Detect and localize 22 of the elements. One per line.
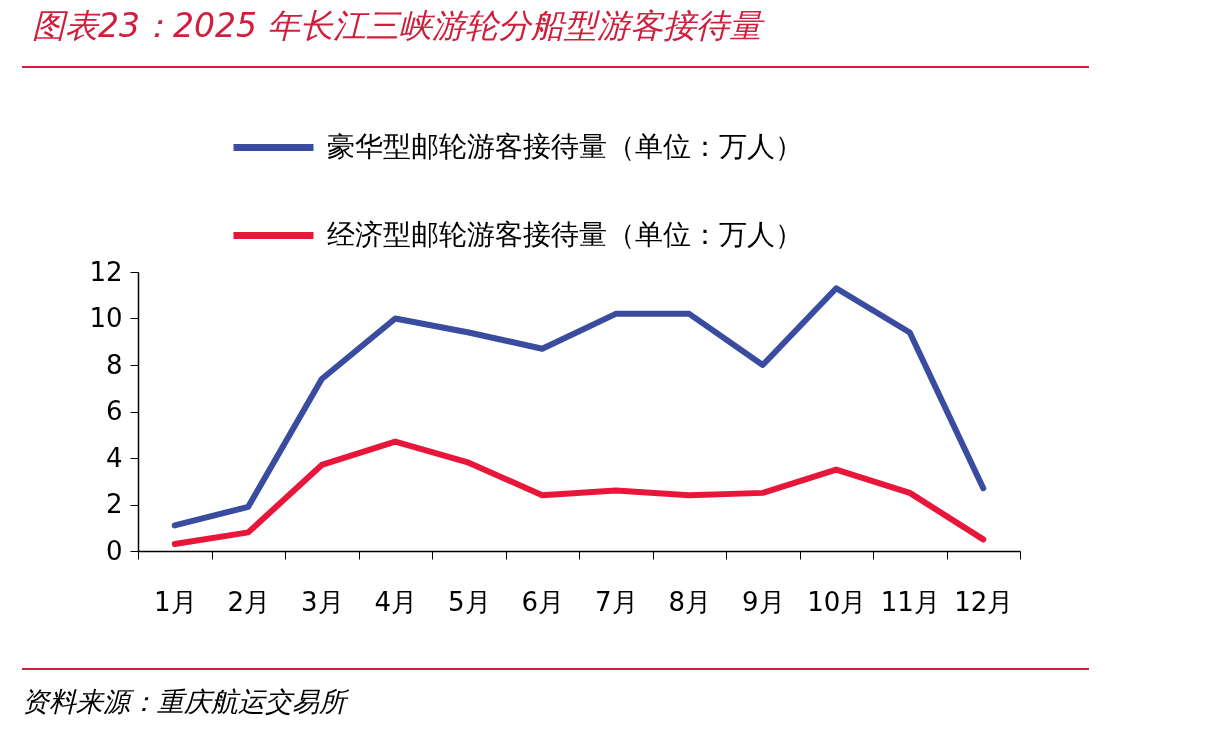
x-tick-label: 10月 xyxy=(807,586,867,617)
x-tick-label: 7月 xyxy=(594,586,638,617)
legend-label: 经济型邮轮游客接待量（单位：万人） xyxy=(327,217,803,251)
x-tick-label: 11月 xyxy=(880,586,940,617)
x-tick-label: 4月 xyxy=(374,586,418,617)
chart-title: 图表23：2025 年长江三峡游轮分船型游客接待量 xyxy=(32,5,763,47)
y-tick-label: 12 xyxy=(89,256,123,287)
x-tick-label: 8月 xyxy=(668,586,712,617)
legend-label: 豪华型邮轮游客接待量（单位：万人） xyxy=(327,129,803,163)
x-tick-label: 6月 xyxy=(521,586,565,617)
x-tick-label: 1月 xyxy=(153,586,197,617)
y-tick-label: 2 xyxy=(105,489,123,519)
x-tick-label: 3月 xyxy=(300,586,344,617)
x-tick-label: 9月 xyxy=(741,586,785,617)
y-tick-label: 0 xyxy=(105,535,123,566)
x-tick-label: 2月 xyxy=(227,586,271,617)
x-tick-label: 12月 xyxy=(954,586,1014,617)
y-tick-label: 6 xyxy=(105,396,123,426)
x-tick-label: 5月 xyxy=(447,586,491,617)
y-tick-label: 10 xyxy=(89,303,123,333)
y-tick-label: 8 xyxy=(105,349,123,380)
y-tick-label: 4 xyxy=(105,442,123,473)
